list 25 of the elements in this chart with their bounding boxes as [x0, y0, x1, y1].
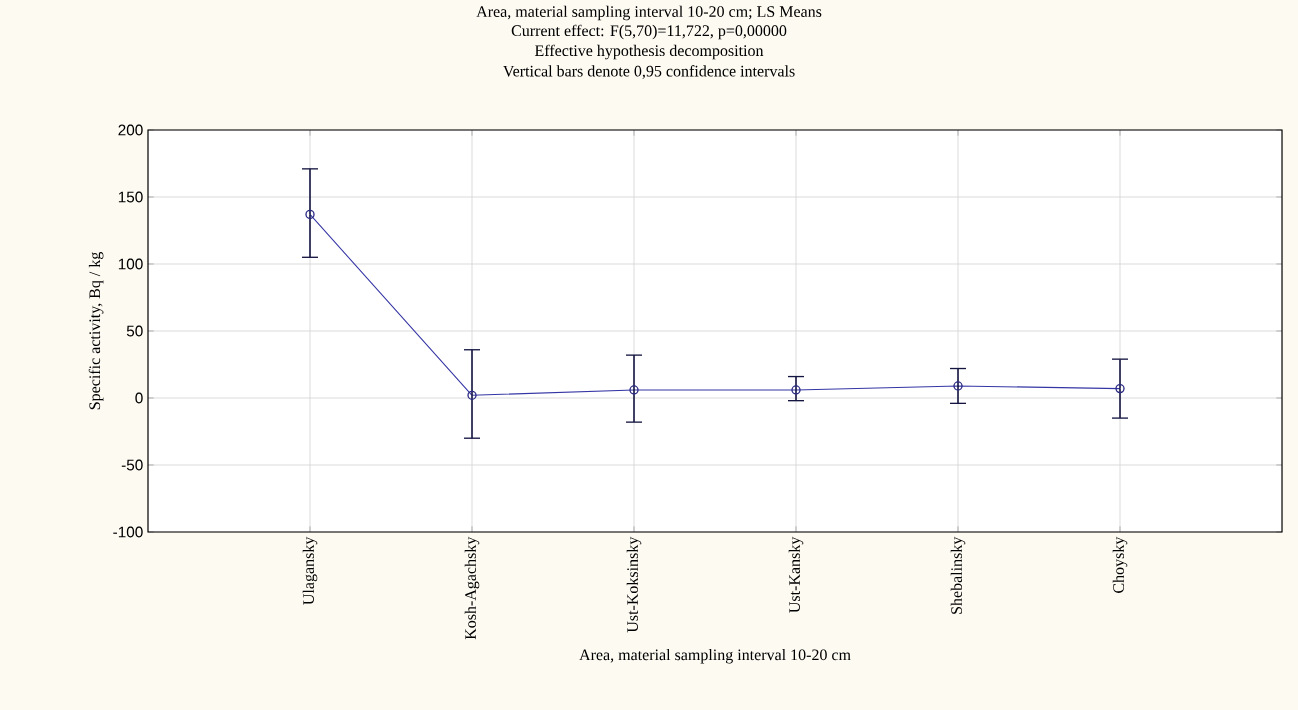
- y-tick-label: 50: [126, 325, 143, 337]
- point: [305, 209, 315, 220]
- x-tick-label: Choysky: [1112, 536, 1128, 593]
- point: [1115, 383, 1125, 394]
- x-tick-label: Ust-Koksinsky: [626, 536, 642, 633]
- point: [467, 390, 477, 400]
- x-axis-title: Area, material sampling interval 10-20 cm: [579, 648, 851, 664]
- point: [953, 381, 963, 391]
- y-tick-label: 0: [135, 392, 143, 404]
- x-tick-label: Ust-Kansky: [788, 536, 804, 613]
- y-tick-label: -50: [121, 459, 143, 471]
- x-tick-label: Shebalinsky: [950, 536, 966, 614]
- point: [791, 385, 801, 395]
- x-tick-label: Kosh-Agachsky: [464, 536, 480, 640]
- chart-title: Area, material sampling interval 10-20 cm; LS Means: [476, 5, 822, 21]
- text: Vertical bars denote 0,95 confidence intervals: [503, 65, 795, 79]
- text: Effective hypothesis decomposition: [534, 44, 764, 60]
- y-axis-title: Specific activity, Bq / kg: [88, 252, 104, 410]
- y-tick-label: 200: [118, 124, 143, 136]
- point: [629, 385, 639, 395]
- chart-subtitle: Current effect: F(5,70)=11,722, p=0,00000: [511, 24, 787, 40]
- y-tick-label: 100: [118, 258, 143, 270]
- y-tick-label: -100: [113, 526, 143, 538]
- x-tick-label: Ulagansky: [302, 536, 318, 605]
- y-tick-label: 150: [118, 191, 143, 203]
